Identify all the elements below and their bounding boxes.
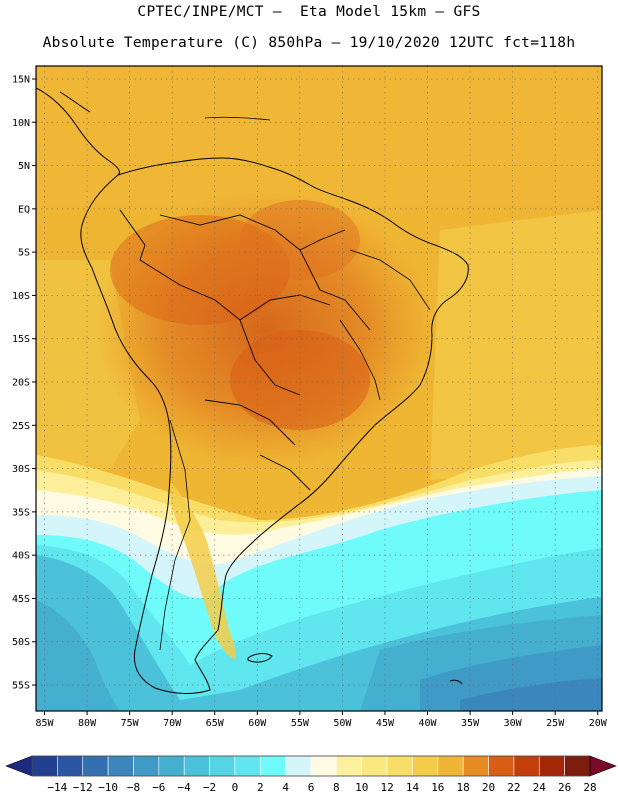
colorbar-swatch — [259, 755, 286, 777]
colorbar-over-arrow — [589, 755, 617, 777]
temperature-field — [36, 66, 602, 711]
lat-tick-label: 5S — [18, 248, 30, 259]
colorbar-swatch — [462, 755, 489, 777]
colorbar-swatch — [386, 755, 413, 777]
lon-tick-label: 85W — [35, 718, 54, 729]
lon-tick-label: 35W — [461, 718, 480, 729]
colorbar-label: −12 — [73, 781, 93, 794]
colorbar-label: −10 — [98, 781, 118, 794]
lat-tick-label: 20S — [12, 378, 30, 389]
lon-tick-label: 80W — [78, 718, 97, 729]
lat-tick-label: 50S — [12, 637, 30, 648]
colorbar-swatch — [209, 755, 236, 777]
colorbar-label: 10 — [355, 781, 368, 794]
lon-tick-label: 75W — [121, 718, 140, 729]
colorbar-label: −14 — [47, 781, 67, 794]
lat-tick-label: 15S — [12, 334, 30, 345]
colorbar-label: −2 — [203, 781, 216, 794]
lat-tick-label: 55S — [12, 681, 30, 692]
colorbar: −14 −12 −10 −8 −6 −4 −2 0 2 4 6 8 10 12 14 16 18 20 22 24 26… — [5, 755, 617, 794]
colorbar-swatch — [82, 755, 109, 777]
lon-tick-label: 20W — [589, 718, 608, 729]
lon-tick-label: 25W — [546, 718, 565, 729]
colorbar-label: −6 — [152, 781, 165, 794]
colorbar-label: 8 — [333, 781, 340, 794]
colorbar-label: 18 — [457, 781, 470, 794]
colorbar-swatch — [57, 755, 84, 777]
colorbar-label: 20 — [482, 781, 495, 794]
colorbar-label: 2 — [257, 781, 264, 794]
colorbar-under-arrow — [5, 755, 33, 777]
lat-tick-label: 30S — [12, 464, 30, 475]
colorbar-swatch — [437, 755, 464, 777]
colorbar-label: −4 — [178, 781, 192, 794]
longitude-axis: 85W 80W 75W 70W 65W 60W 55W 50W 45W 40W 35W 30W 25W 2… — [35, 711, 608, 729]
colorbar-swatch — [234, 755, 261, 777]
lon-tick-label: 50W — [333, 718, 352, 729]
lon-tick-label: 30W — [504, 718, 523, 729]
colorbar-label: 28 — [583, 781, 596, 794]
colorbar-swatch — [31, 755, 58, 777]
colorbar-swatch — [285, 755, 312, 777]
latitude-axis: 15N 10N 5N EQ 5S 10S 15S 20S 25S 30S 35S 40S 45S 50S 5… — [12, 74, 36, 692]
colorbar-outline — [31, 755, 591, 777]
lat-lon-grid — [36, 66, 602, 711]
lon-tick-label: 65W — [206, 718, 225, 729]
colorbar-swatch — [488, 755, 515, 777]
colorbar-swatch — [183, 755, 210, 777]
colorbar-label: 14 — [406, 781, 420, 794]
colorbar-label: 26 — [558, 781, 571, 794]
lat-tick-label: EQ — [18, 204, 30, 215]
colorbar-swatch — [538, 755, 565, 777]
lon-tick-label: 60W — [248, 718, 267, 729]
lon-tick-label: 45W — [376, 718, 395, 729]
lat-tick-label: 45S — [12, 594, 30, 605]
colorbar-label: 12 — [380, 781, 393, 794]
colorbar-swatch — [412, 755, 439, 777]
map-frame — [35, 65, 603, 712]
colorbar-swatch — [513, 755, 540, 777]
lon-tick-label: 40W — [418, 718, 437, 729]
colorbar-label: 6 — [308, 781, 315, 794]
colorbar-label: 24 — [533, 781, 547, 794]
map-title-line1: CPTEC/INPE/MCT – Eta Model 15km – GFS — [137, 4, 481, 20]
lat-tick-label: 5N — [18, 161, 30, 172]
colorbar-label: 4 — [282, 781, 289, 794]
colorbar-label: 16 — [431, 781, 444, 794]
colorbar-label: 22 — [507, 781, 520, 794]
colorbar-swatch — [107, 755, 134, 777]
colorbar-label: 0 — [232, 781, 239, 794]
lat-tick-label: 15N — [12, 74, 30, 85]
colorbar-swatch — [133, 755, 160, 777]
colorbar-swatch — [361, 755, 388, 777]
lon-tick-label: 55W — [291, 718, 310, 729]
colorbar-swatch — [158, 755, 185, 777]
lat-tick-label: 10N — [12, 118, 30, 129]
colorbar-swatch — [564, 755, 591, 777]
map-title-line2: Absolute Temperature (C) 850hPa – 19/10/… — [42, 35, 576, 51]
lat-tick-label: 25S — [12, 421, 30, 432]
lon-tick-label: 70W — [163, 718, 182, 729]
lat-tick-label: 35S — [12, 507, 30, 518]
lat-tick-label: 40S — [12, 551, 30, 562]
lat-tick-label: 10S — [12, 291, 30, 302]
colorbar-swatch — [310, 755, 337, 777]
colorbar-swatch — [336, 755, 363, 777]
colorbar-label: −8 — [127, 781, 140, 794]
